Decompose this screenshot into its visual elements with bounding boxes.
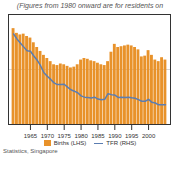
html-text:TFR (RHS): TFR (RHS)	[106, 140, 137, 146]
html-text:(Figures from 1980 onward are: (Figures from 1980 onward are for reside…	[16, 2, 164, 9]
html-text:Statistics, Singapore: Statistics, Singapore	[3, 148, 58, 154]
html-text:Births (LHS): Births (LHS)	[53, 140, 87, 146]
svg-text:1990: 1990	[108, 133, 122, 139]
svg-text:1995: 1995	[125, 133, 139, 139]
svg-text:1970: 1970	[41, 133, 55, 139]
svg-text:2000: 2000	[142, 133, 156, 139]
svg-text:1985: 1985	[91, 133, 105, 139]
svg-text:1965: 1965	[24, 133, 38, 139]
svg-text:1980: 1980	[74, 133, 88, 139]
svg-text:1975: 1975	[58, 133, 72, 139]
